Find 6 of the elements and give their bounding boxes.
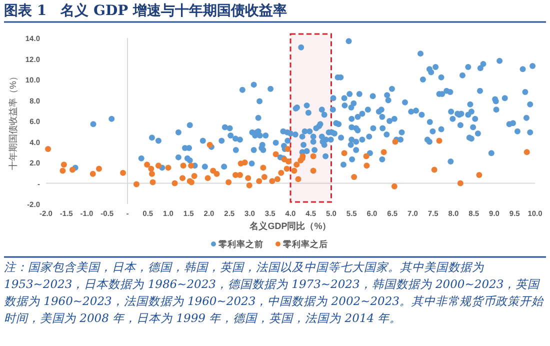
x-axis-title: 名义GDP同比（%） (248, 221, 332, 231)
text: 注：国家包含美国，日本，德国，韩国，英国，法国以及中国等七大国家。其中美国数据为 1953~2023，日本数据为 1986~2023，德国数据为 1973~2023，韩国数据为 2000~2023，英国数据为 1960~2023，法国数据为 1960~2023，中国数据为 2002~2023。其中非常规货币政策开始时间，美国为 2008 年，日本为 1999 年，德国，英国，法国为 2014 年。 (4, 259, 545, 327)
y-axis-title: 十年期国债收益率（%） (8, 72, 18, 170)
legend-label: 零利率之前 (218, 239, 264, 249)
chart-title: 图表 1 名义 GDP 增速与十年期国债收益率 (4, 2, 287, 20)
legend-label: 零利率之后 (282, 239, 328, 249)
